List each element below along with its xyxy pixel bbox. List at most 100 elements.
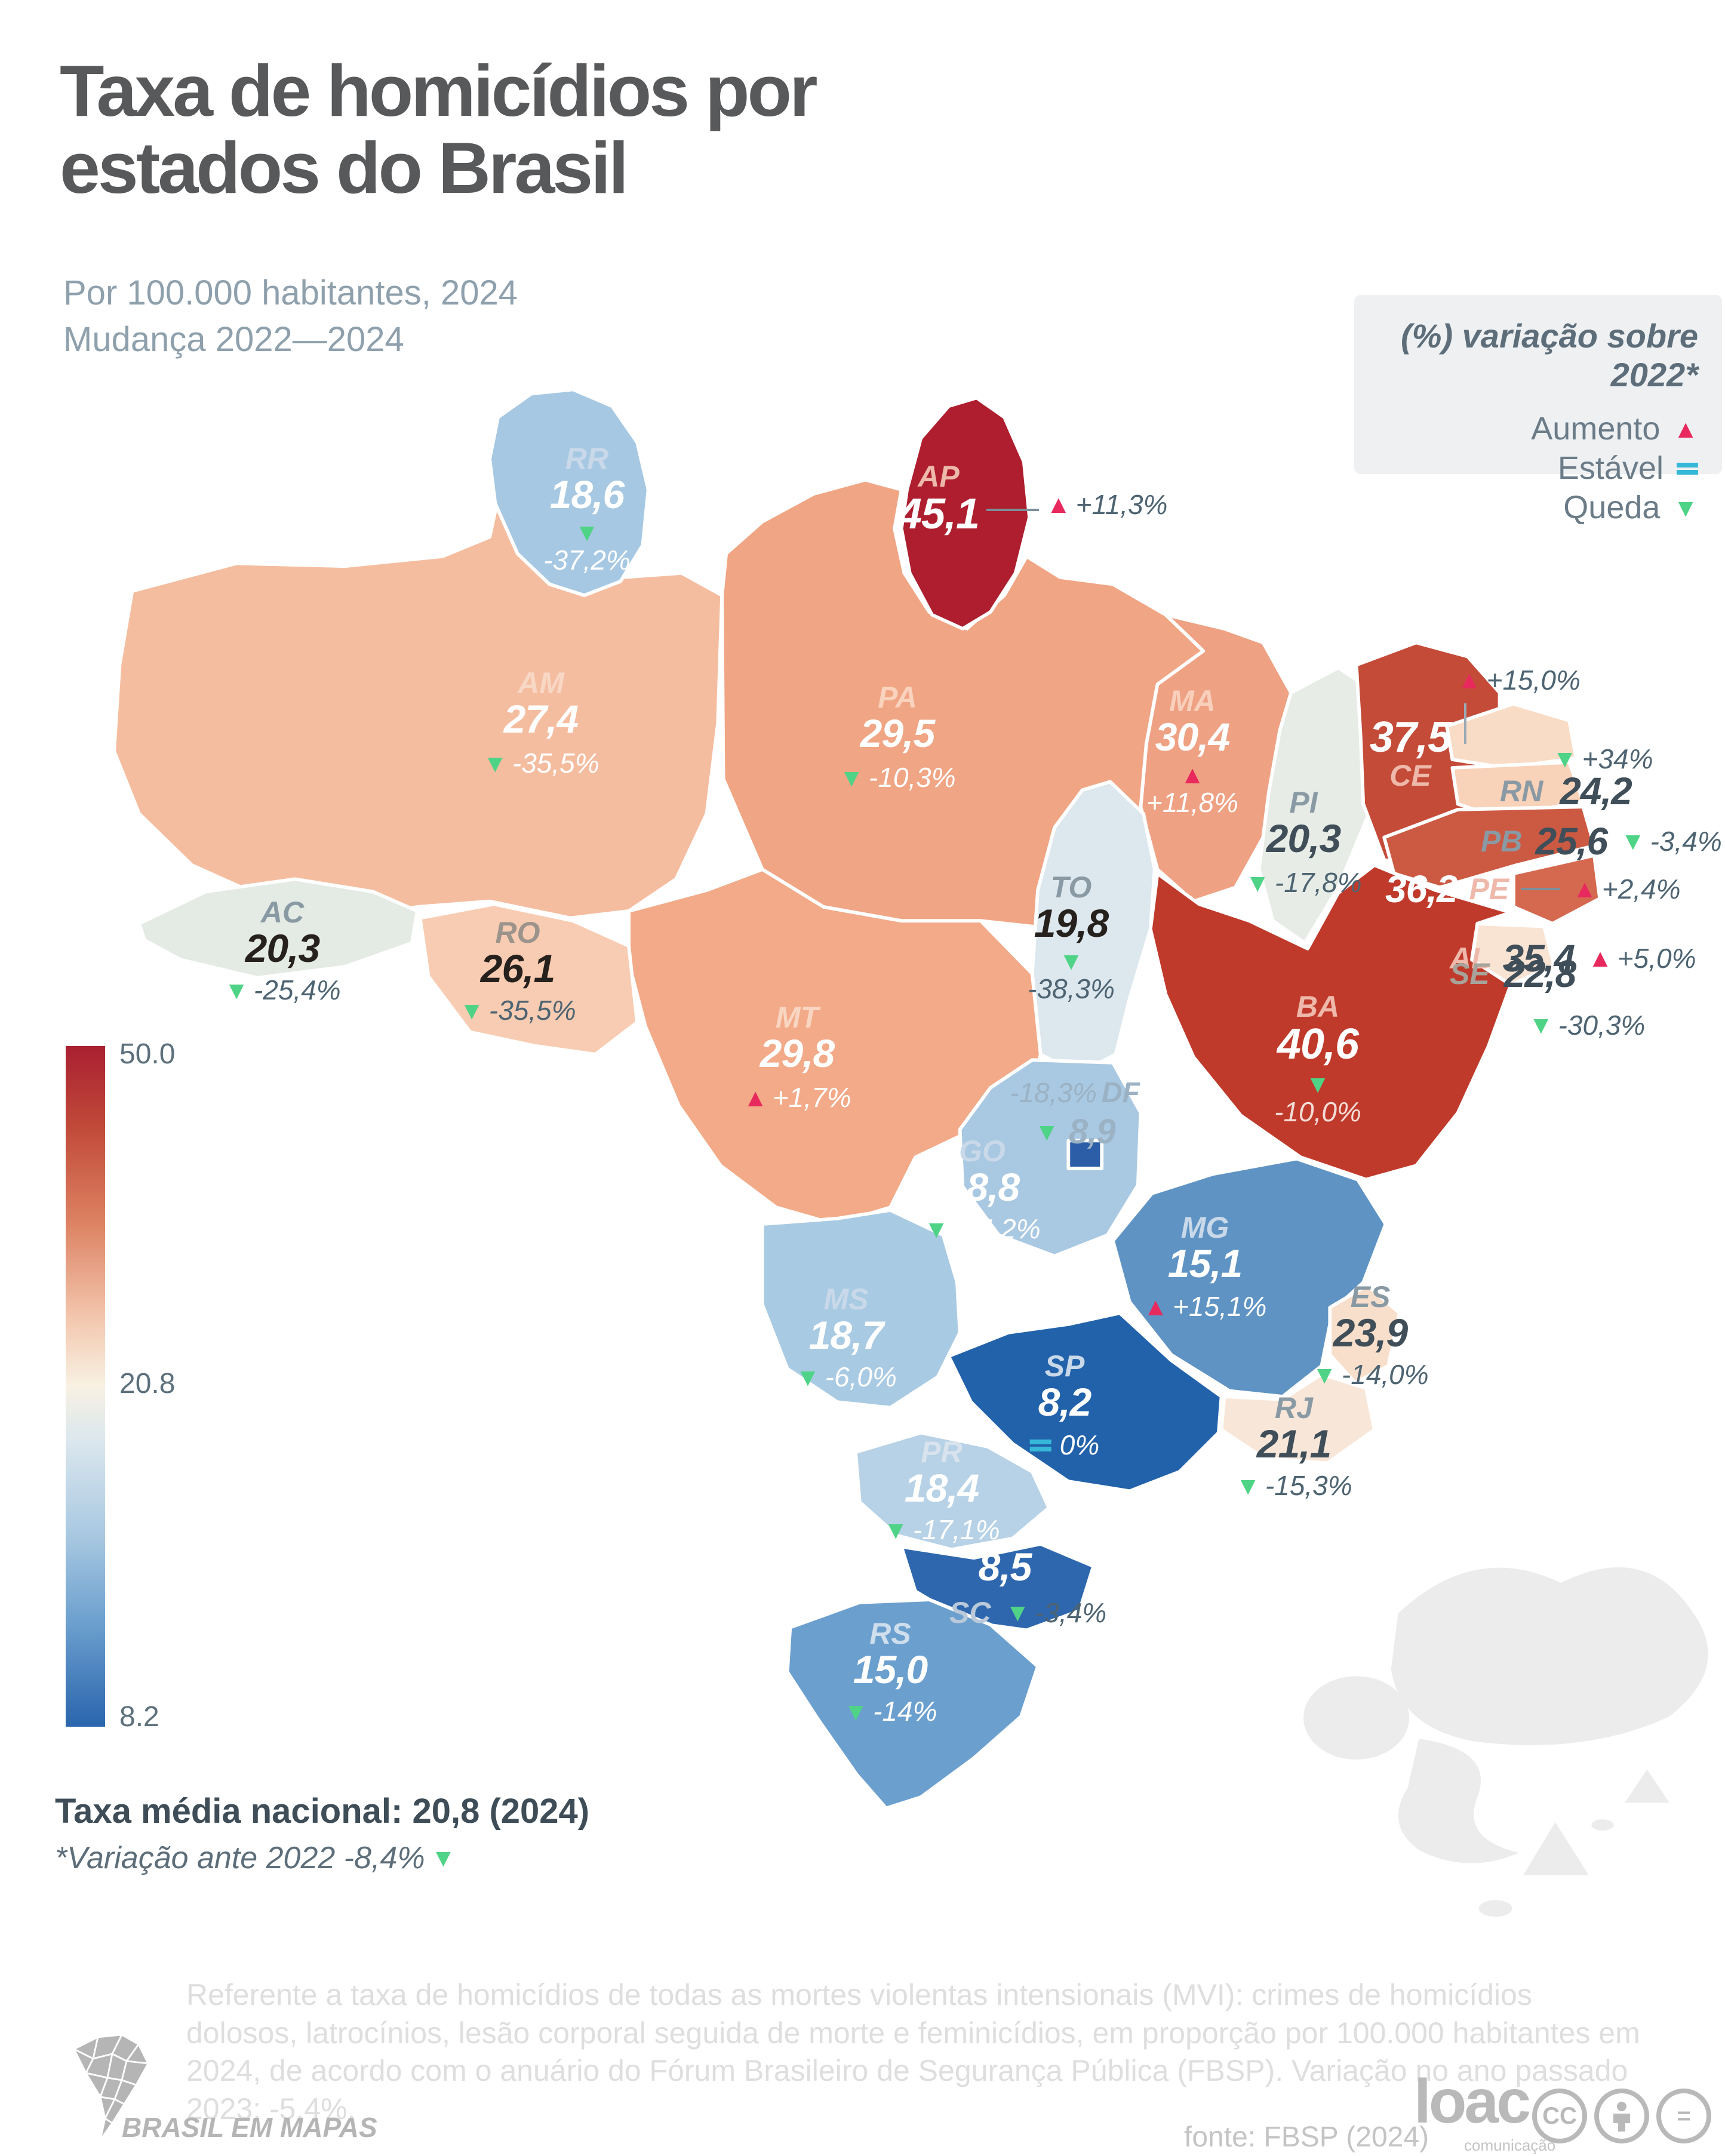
increase-icon: ▲ [743, 1083, 768, 1112]
subtitle-line2: Mudança 2022—2024 [63, 319, 404, 359]
change-RN: ▼ +34% [1552, 743, 1653, 774]
label-RR: RR 18,6 ▼ -37,2% [543, 442, 631, 576]
label-SE: SE 22,8 [1450, 952, 1576, 995]
decrease-icon: ▼ [574, 518, 599, 546]
label-ES: ES 23,9 ▼ -14,0% [1312, 1280, 1429, 1390]
state-shape-rn [1445, 702, 1578, 770]
license-badges: CC = [1532, 2089, 1711, 2143]
increase-icon: ▲ [1457, 666, 1482, 694]
decrease-icon: ▼ [1245, 868, 1270, 897]
page-title: Taxa de homicídios por estados do Brasil [60, 50, 818, 209]
decrease-icon: ▼ [1235, 1471, 1260, 1500]
decrease-icon: ▼ [431, 1844, 456, 1872]
decrease-icon: ▼ [843, 1697, 869, 1726]
ap-connector-line [986, 509, 1039, 511]
increase-icon: ▲ [1143, 1292, 1169, 1321]
state-shape-go [958, 1058, 1143, 1258]
label-MG: MG 15,1 ▲ +15,1% [1143, 1211, 1267, 1322]
color-scale-max: 50.0 [119, 1038, 176, 1070]
decrease-icon: ▼ [482, 749, 508, 777]
decrease-icon: ▼ [1312, 1360, 1337, 1389]
label-PI: PI 20,3 ▼ -17,8% [1245, 786, 1362, 898]
change-SC: SC ▼ -3,4% [949, 1596, 1107, 1629]
national-average: Taxa média nacional: 20,8 (2024) [55, 1792, 590, 1831]
decrease-icon: ▼ [924, 1214, 949, 1243]
color-scale-min: 8.2 [119, 1701, 159, 1733]
label-PE: 36,2 PE ▲ +2,4% [1385, 868, 1681, 911]
label-RS: RS 15,0 ▼ -14% [843, 1617, 937, 1727]
label-TO: TO 19,8 ▼ -38,3% [1028, 871, 1115, 1004]
state-shape-ac [137, 877, 419, 980]
color-scale [66, 1046, 105, 1727]
state-shape-ba [1148, 863, 1513, 1182]
decrease-icon: ▼ [839, 763, 864, 792]
state-shape-ro [418, 902, 639, 1056]
label-RJ: RJ 21,1 ▼ -15,3% [1235, 1391, 1352, 1501]
label-AM: AM 27,4 ▼ -35,5% [482, 666, 599, 779]
state-shape-es [1328, 1283, 1401, 1385]
color-scale-mid: 20.8 [119, 1368, 176, 1400]
loac-logo-sub: comunicação [1464, 2136, 1556, 2154]
label-CE: 37,5 CE [1369, 713, 1452, 792]
decrease-icon: ▼ [1005, 1598, 1031, 1626]
label-MT: MT 29,8 ▲ +1,7% [743, 1001, 851, 1113]
decrease-icon: ▼ [1552, 745, 1578, 773]
label-RO: RO 26,1 ▼ -35,5% [459, 916, 576, 1026]
state-shape-rj [1219, 1372, 1376, 1465]
label-PB: PB 25,6 ▼ -3,4% [1481, 820, 1722, 863]
footnote: Referente a taxa de homicídios de todas … [186, 1978, 1640, 2126]
decrease-icon: ▼ [883, 1515, 908, 1544]
label-MS: MS 18,7 ▼ -6,0% [795, 1282, 897, 1392]
pe-connector-line [1521, 888, 1561, 890]
decrease-icon: ▼ [1305, 1069, 1330, 1098]
label-PR: PR 18,4 ▼ -17,1% [883, 1435, 1000, 1545]
stable-icon [1677, 462, 1698, 475]
label-MA: MA 30,4 ▲ +11,8% [1146, 684, 1238, 818]
state-shape-df [1066, 1139, 1104, 1170]
increase-icon: ▲ [1673, 414, 1698, 443]
brasil-em-mapas-logo [64, 2028, 154, 2144]
increase-icon: ▲ [1588, 944, 1613, 972]
legend-item-increase: Aumento ▲ [1531, 411, 1698, 447]
label-AP: AP 45,1 [897, 460, 980, 538]
ce-connector-line [1464, 703, 1466, 744]
cc-icon: CC [1532, 2089, 1587, 2143]
change-SE: ▼ -30,3% [1529, 1010, 1646, 1041]
label-SP: SP 8,2 0% [1029, 1351, 1099, 1459]
state-shape-rs [785, 1598, 1040, 1810]
label-RN: RN 24,2 [1500, 770, 1632, 813]
decrease-icon: ▼ [459, 996, 484, 1025]
decrease-icon: ▼ [1034, 1118, 1059, 1146]
label-AC: AC 20,3 ▼ -25,4% [224, 896, 341, 1005]
change-CE: ▲ +15,0% [1457, 665, 1581, 696]
label-BA: BA 40,6 ▼ -10,0% [1274, 990, 1361, 1127]
cc-by-icon [1594, 2089, 1649, 2143]
increase-icon: ▲ [1046, 490, 1071, 518]
variation-legend: (%) variação sobre 2022* Aumento ▲ Estáv… [1354, 295, 1722, 525]
decrease-icon: ▼ [1673, 493, 1698, 522]
decrease-icon: ▼ [1059, 946, 1084, 975]
label-SC: 8,5 [978, 1545, 1032, 1589]
decrease-icon: ▼ [795, 1363, 820, 1391]
state-shape-pr [853, 1431, 1051, 1552]
state-shape-ms [760, 1208, 962, 1410]
source-credit: fonte: FBSP (2024) [1184, 2121, 1429, 2153]
page-subtitle: Por 100.000 habitantes, 2024 Mudança 202… [63, 270, 518, 362]
crime-scene-watermark [1303, 1567, 1708, 1917]
label-GO: GO 18,8 ▼ -24,2% [924, 1134, 1041, 1244]
stable-icon [1029, 1439, 1051, 1451]
increase-icon: ▲ [1180, 760, 1205, 789]
state-shape-ma [1139, 613, 1293, 903]
national-variation: *Variação ante 2022 -8,4% ▼ [55, 1841, 456, 1875]
cc-nd-icon: = [1656, 2089, 1711, 2143]
label-PA: PA 29,5 ▼ -10,3% [839, 681, 956, 793]
decrease-icon: ▼ [1621, 827, 1646, 855]
legend-item-stable: Estável [1378, 449, 1698, 488]
increase-icon: ▲ [1572, 875, 1597, 903]
brand-name: BRASIL EM MAPAS [122, 2112, 377, 2143]
label-DF: -18,3% DF ▼ 8,9 [1010, 1077, 1140, 1151]
change-AP: ▲ +11,3% [1046, 489, 1168, 520]
state-shape-ap [899, 396, 1031, 631]
